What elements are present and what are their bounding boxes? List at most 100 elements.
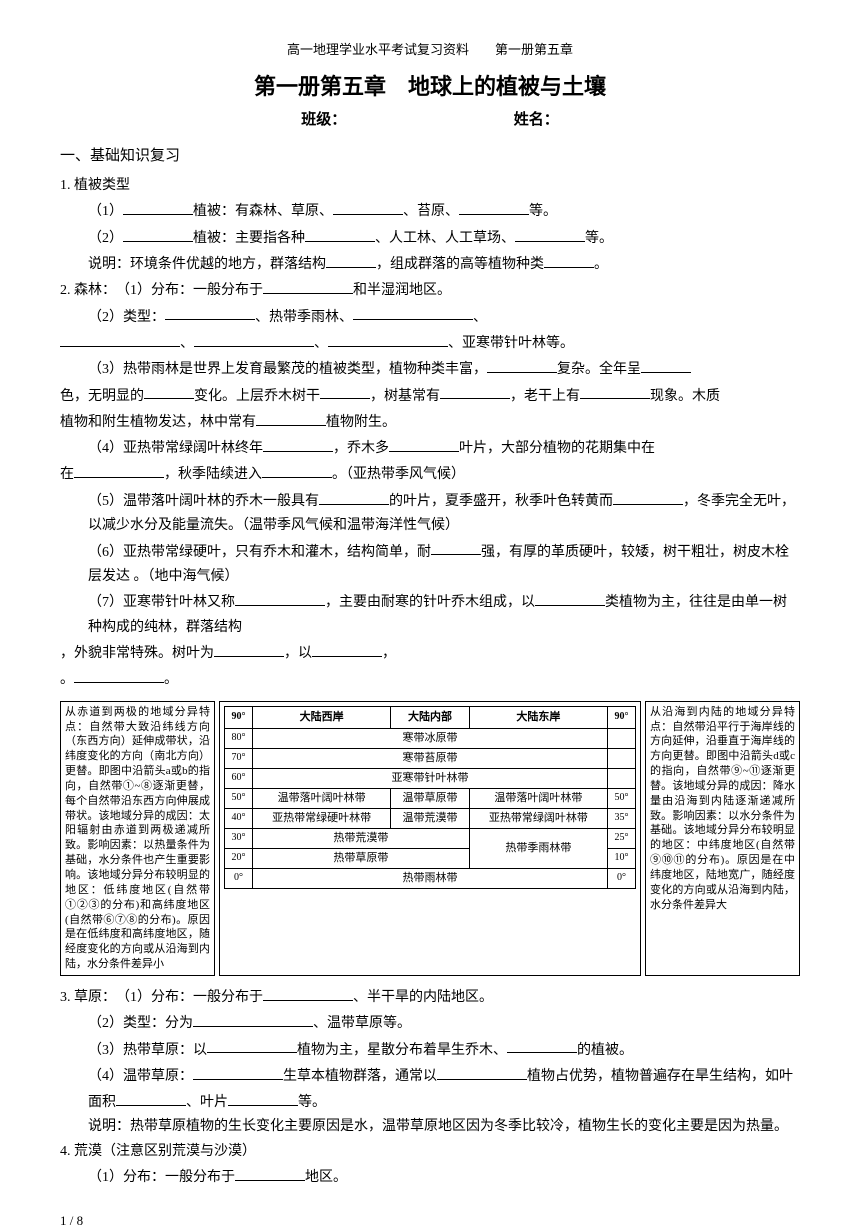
blank xyxy=(194,330,314,347)
lat: 35° xyxy=(608,808,636,828)
p2-l2b: 、 、 、亚寒带针叶林等。 xyxy=(60,330,800,356)
t: ，树基常有 xyxy=(370,388,440,403)
p3-l5: 说明：热带草原植物的生长变化主要原因是水，温带草原地区因为冬季比较冷，植物生长的… xyxy=(60,1115,800,1140)
t: 、 xyxy=(180,336,194,351)
p2-l7c: 。。 xyxy=(60,666,800,692)
t: 、温带草原等。 xyxy=(313,1016,411,1031)
t: （1） xyxy=(88,204,123,219)
blank xyxy=(544,251,594,268)
label-class: 班级： xyxy=(301,108,346,132)
lat xyxy=(608,728,636,748)
t: 植物为主，星散分布着旱生乔木、 xyxy=(297,1042,507,1057)
vegetation-zone-diagram: 从赤道到两极的地域分异特点：自然带大致沿纬线方向（东西方向）延伸成带状，沿纬度变… xyxy=(60,701,800,976)
p1-l3: 说明：环境条件优越的地方，群落结构，组成群落的高等植物种类。 xyxy=(60,251,800,277)
blank xyxy=(214,640,284,657)
t: 、 xyxy=(473,309,487,324)
zone-row: 50° 温带落叶阔叶林带 温带草原带 温带落叶阔叶林带 50° xyxy=(225,788,636,808)
t: 、叶片 xyxy=(186,1095,228,1110)
t: 和半湿润地区。 xyxy=(353,283,451,298)
t: （2） xyxy=(88,231,123,246)
hw: 大陆西岸 xyxy=(253,706,391,728)
p3-l2: （2）类型：分为、温带草原等。 xyxy=(60,1010,800,1036)
blank xyxy=(60,330,180,347)
blank xyxy=(437,1063,527,1080)
p2-l6: （6）亚热带常绿硬叶，只有乔木和灌木，结构简单，耐强，有厚的革质硬叶，较矮，树干… xyxy=(60,539,800,590)
t: ，主要由耐寒的针叶乔木组成，以 xyxy=(325,595,535,610)
t: （4）亚热带常绿阔叶林终年 xyxy=(88,441,263,456)
zone: 温带落叶阔叶林带 xyxy=(253,788,391,808)
blank xyxy=(144,383,194,400)
t: 3. 草原： xyxy=(60,990,109,1005)
p3-h: 3. 草原： （1）分布：一般分布于、半干旱的内陆地区。 xyxy=(60,984,800,1010)
p2-l2: （2）类型：、热带季雨林、、 xyxy=(60,304,800,330)
blank xyxy=(123,225,193,242)
diagram-right-text: 从沿海到内陆的地域分异特点：自然带沿平行于海岸线的方向延伸，沿垂直于海岸线的方向… xyxy=(645,701,800,976)
blank xyxy=(319,488,389,505)
lat: 90° xyxy=(608,706,636,728)
zone-row: 30° 热带荒漠带 热带季雨林带 25° xyxy=(225,828,636,848)
t: 复杂。全年呈 xyxy=(557,362,641,377)
p2-l3b: 色，无明显的变化。上层乔木树干，树基常有，老干上有现象。木质 xyxy=(60,383,800,409)
lat: 20° xyxy=(225,848,253,868)
zone: 亚寒带针叶林带 xyxy=(253,768,608,788)
zone: 温带草原带 xyxy=(391,788,470,808)
zone: 热带雨林带 xyxy=(253,868,608,888)
label-name: 姓名： xyxy=(514,108,559,132)
t: 等。 xyxy=(529,204,557,219)
t: ，老干上有 xyxy=(510,388,580,403)
blank xyxy=(333,198,403,215)
t: 、 xyxy=(314,336,328,351)
blank xyxy=(305,225,375,242)
zone-row: 60° 亚寒带针叶林带 xyxy=(225,768,636,788)
p1-h: 1. 植被类型 xyxy=(60,174,800,199)
blank xyxy=(263,984,353,1001)
blank xyxy=(312,640,382,657)
t: （2）类型： xyxy=(88,309,165,324)
zone-row: 80° 寒带冰原带 xyxy=(225,728,636,748)
t: 植被：主要指各种 xyxy=(193,231,305,246)
lat: 0° xyxy=(225,868,253,888)
t: 植物附生。 xyxy=(326,415,396,430)
lat: 50° xyxy=(225,788,253,808)
lat: 10° xyxy=(608,848,636,868)
p4-l1: （1）分布：一般分布于地区。 xyxy=(60,1164,800,1190)
zone-row: 0° 热带雨林带 0° xyxy=(225,868,636,888)
t: （1）分布：一般分布于 xyxy=(123,283,263,298)
section-1-header: 一、基础知识复习 xyxy=(60,144,800,168)
zone-table: 90° 大陆西岸 大陆内部 大陆东岸 90° 80° 寒带冰原带 70° 寒带苔… xyxy=(224,706,636,889)
blank xyxy=(193,1010,313,1027)
zone-row: 70° 寒带苔原带 xyxy=(225,748,636,768)
t: 生草本植物群落，通常以 xyxy=(283,1069,437,1084)
blank xyxy=(440,383,510,400)
t: 等。 xyxy=(585,231,613,246)
blank xyxy=(165,304,255,321)
blank xyxy=(326,251,376,268)
t: 植被：有森林、草原、 xyxy=(193,204,333,219)
zone: 温带荒漠带 xyxy=(391,808,470,828)
lat: 60° xyxy=(225,768,253,788)
blank xyxy=(235,589,325,606)
p2-l3c: 植物和附生植物发达，林中常有植物附生。 xyxy=(60,409,800,435)
blank xyxy=(515,225,585,242)
p4-h: 4. 荒漠（注意区别荒漠与沙漠） xyxy=(60,1140,800,1165)
t: 、苔原、 xyxy=(403,204,459,219)
blank xyxy=(193,1063,283,1080)
page-title: 第一册第五章 地球上的植被与土壤 xyxy=(60,69,800,104)
blank xyxy=(262,461,332,478)
t: （4）温带草原： xyxy=(88,1069,193,1084)
t: 2. 森林： xyxy=(60,283,109,298)
blank xyxy=(74,666,164,683)
blank xyxy=(535,589,605,606)
p2-l4b: 在，秋季陆续进入。（亚热带季风气候） xyxy=(60,461,800,487)
blank xyxy=(459,198,529,215)
blank xyxy=(389,435,459,452)
t: ，乔木多 xyxy=(333,441,389,456)
p3-l4: （4）温带草原：生草本植物群落，通常以植物占优势，植物普遍存在旱生结构，如叶面积… xyxy=(60,1063,800,1116)
p2-h: 2. 森林： （1）分布：一般分布于 和半湿润地区。 xyxy=(60,277,800,303)
t: 叶片，大部分植物的花期集中在 xyxy=(459,441,655,456)
t: 、亚寒带针叶林等。 xyxy=(448,336,574,351)
t: （6）亚热带常绿硬叶，只有乔木和灌木，结构简单，耐 xyxy=(88,544,431,559)
lat xyxy=(608,748,636,768)
blank xyxy=(353,304,473,321)
class-name-row: 班级： 姓名： xyxy=(60,108,800,132)
